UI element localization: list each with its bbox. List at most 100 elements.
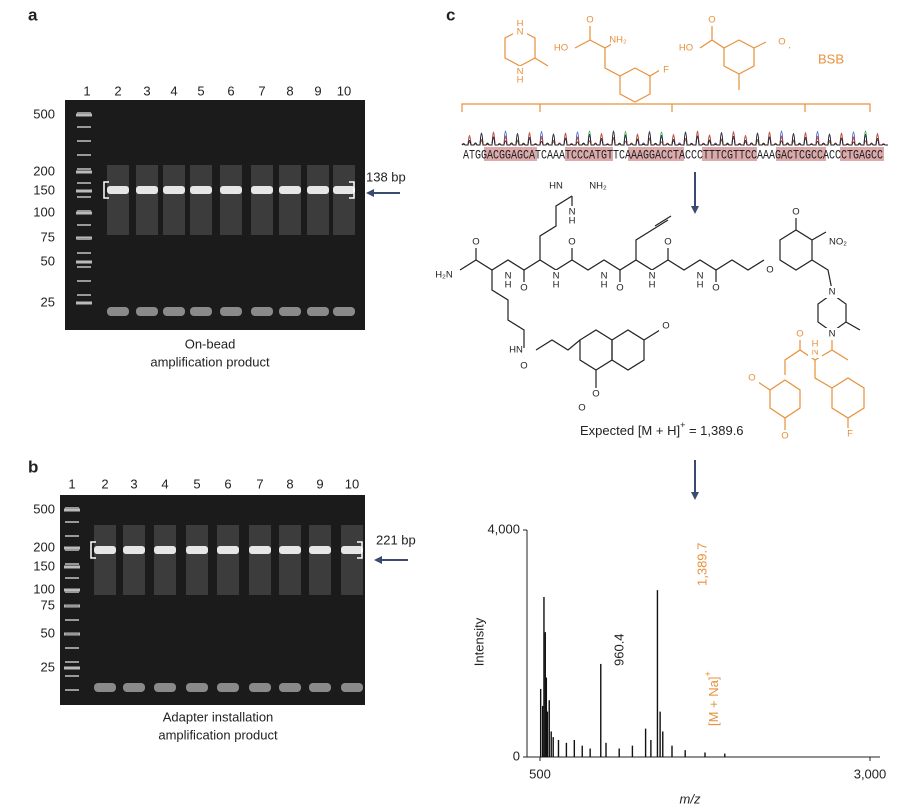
atom-bg: [549, 180, 563, 192]
lane-smear: [190, 165, 212, 235]
primer-band: [123, 683, 145, 692]
atom-label: O: [472, 237, 479, 248]
ladder-band: [76, 211, 92, 215]
ladder-band: [77, 294, 91, 296]
expected-text: Expected [M + H]: [580, 423, 680, 438]
ladder-band: [65, 521, 79, 523]
band: [94, 546, 116, 554]
band: [309, 546, 331, 554]
lane-number: 10: [345, 476, 359, 491]
ladder-band: [65, 675, 79, 677]
atom-bg: [659, 320, 673, 332]
lane-smear: [107, 165, 129, 235]
ladder-band: [77, 182, 91, 184]
lane-number: 8: [286, 476, 293, 491]
lane-number: 3: [130, 476, 137, 491]
atom-label: O: [712, 283, 719, 294]
atom-label: O: [578, 403, 585, 414]
ladder-band: [65, 619, 79, 621]
lane-number: 4: [161, 476, 168, 491]
ladder-band: [64, 546, 80, 550]
ladder-band: [77, 224, 91, 226]
ladder-band: [76, 301, 92, 305]
atom-label: H: [553, 280, 560, 291]
atom-bg: [591, 180, 605, 192]
atom-label: H: [569, 216, 576, 227]
atom-bg: [693, 279, 707, 291]
ladder-band: [77, 112, 91, 114]
atom-label: F: [663, 65, 669, 76]
ladder-label: 100: [33, 204, 55, 219]
band: [249, 546, 271, 554]
primer-band: [107, 307, 129, 316]
atom-label: H: [649, 280, 656, 291]
atom-bg: [513, 26, 527, 38]
x-axis-label: m/z: [680, 791, 701, 806]
superscript: +: [680, 420, 685, 430]
x-tick-label: 500: [529, 766, 551, 781]
lane-number: 7: [258, 83, 265, 98]
ladder-band: [77, 126, 91, 128]
atom-bg: [554, 42, 568, 54]
ladder-band: [76, 170, 92, 174]
ladder-label: 75: [41, 597, 55, 612]
ladder-band: [76, 189, 92, 193]
atom-bg: [597, 279, 611, 291]
atom-label: O: [664, 237, 671, 248]
atom-label: H: [517, 19, 524, 30]
atom-label: NH₂: [609, 35, 627, 46]
band: [123, 546, 145, 554]
band: [341, 546, 363, 554]
atom-label: O: [748, 373, 755, 384]
adduct-text: [M + Na]: [706, 677, 721, 727]
band: [163, 186, 185, 194]
atom-label: O: [781, 431, 788, 442]
lane-number: 9: [314, 83, 321, 98]
primer-band: [249, 683, 271, 692]
ladder-band: [65, 591, 79, 593]
bracket: [90, 541, 96, 559]
sequence-highlights: [484, 147, 884, 161]
y-axis-label: Intensity: [471, 617, 486, 666]
atom-bg: [517, 282, 531, 294]
atom-label: O: [520, 283, 527, 294]
y-tick-label: 0: [513, 748, 520, 763]
band: [307, 186, 329, 194]
atom-bg: [645, 279, 659, 291]
atom-bg: [793, 328, 807, 340]
primer-band: [220, 307, 242, 316]
ladder-band: [77, 210, 91, 212]
primer-band: [190, 307, 212, 316]
atom-label: F: [847, 429, 853, 440]
atom-label: N: [601, 271, 608, 282]
atom-bg: [825, 328, 839, 340]
ladder-band: [64, 508, 80, 512]
lane-smear: [220, 165, 242, 235]
ladder-label: 50: [41, 253, 55, 268]
band: [220, 186, 242, 194]
lane-smear: [94, 525, 116, 595]
atom-label: N: [517, 27, 524, 38]
atom-label: O: [778, 37, 785, 48]
primer-band: [154, 683, 176, 692]
atom-label: H: [812, 339, 819, 350]
atom-bg: [763, 264, 777, 276]
lane-smear: [307, 165, 329, 235]
ladder-label: 25: [41, 294, 55, 309]
panel-label: a: [28, 5, 38, 24]
band-label: 221 bp: [376, 532, 416, 547]
lane-number: 1: [68, 476, 75, 491]
ladder-label: 150: [33, 558, 55, 573]
lane-smear: [136, 165, 158, 235]
atom-label: N: [697, 271, 704, 282]
ladder-label: 500: [33, 106, 55, 121]
lane-number: 2: [101, 476, 108, 491]
lane-number: 9: [316, 476, 323, 491]
atom-label: O: [708, 15, 715, 26]
atom-label: O: [792, 207, 799, 218]
band: [154, 546, 176, 554]
atom-label: N: [812, 347, 819, 358]
ladder-band: [77, 154, 91, 156]
atom-bg: [517, 360, 531, 372]
